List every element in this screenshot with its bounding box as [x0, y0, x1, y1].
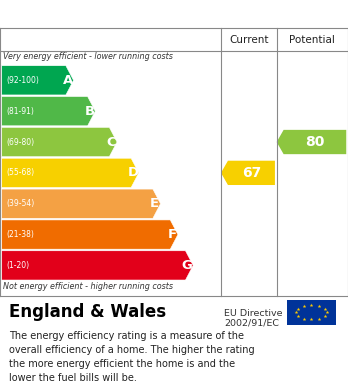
Text: England & Wales: England & Wales — [9, 303, 166, 321]
Text: G: G — [182, 259, 193, 272]
FancyBboxPatch shape — [287, 300, 336, 325]
Polygon shape — [2, 127, 117, 157]
Text: (92-100): (92-100) — [6, 76, 39, 85]
Polygon shape — [277, 130, 346, 154]
Text: D: D — [127, 166, 139, 179]
Text: E: E — [150, 197, 159, 210]
Text: B: B — [84, 105, 94, 118]
Polygon shape — [2, 251, 193, 280]
Text: Very energy efficient - lower running costs: Very energy efficient - lower running co… — [3, 52, 173, 61]
Text: Not energy efficient - higher running costs: Not energy efficient - higher running co… — [3, 282, 174, 291]
Polygon shape — [2, 189, 160, 218]
Polygon shape — [2, 158, 139, 187]
Text: (21-38): (21-38) — [6, 230, 34, 239]
Text: A: A — [63, 74, 73, 87]
Text: (81-91): (81-91) — [6, 107, 34, 116]
Text: (39-54): (39-54) — [6, 199, 34, 208]
Text: The energy efficiency rating is a measure of the
overall efficiency of a home. T: The energy efficiency rating is a measur… — [9, 331, 254, 383]
Text: Energy Efficiency Rating: Energy Efficiency Rating — [9, 7, 230, 22]
Text: EU Directive
2002/91/EC: EU Directive 2002/91/EC — [224, 308, 283, 328]
Polygon shape — [2, 220, 178, 249]
Text: Potential: Potential — [290, 34, 335, 45]
Text: F: F — [167, 228, 176, 241]
Text: 80: 80 — [305, 135, 325, 149]
Text: 67: 67 — [242, 166, 261, 180]
Text: (1-20): (1-20) — [6, 261, 29, 270]
Text: C: C — [106, 136, 116, 149]
Text: (55-68): (55-68) — [6, 169, 34, 178]
Text: (69-80): (69-80) — [6, 138, 34, 147]
Polygon shape — [2, 97, 95, 126]
Text: Current: Current — [229, 34, 269, 45]
Polygon shape — [221, 161, 275, 185]
Polygon shape — [2, 66, 73, 95]
